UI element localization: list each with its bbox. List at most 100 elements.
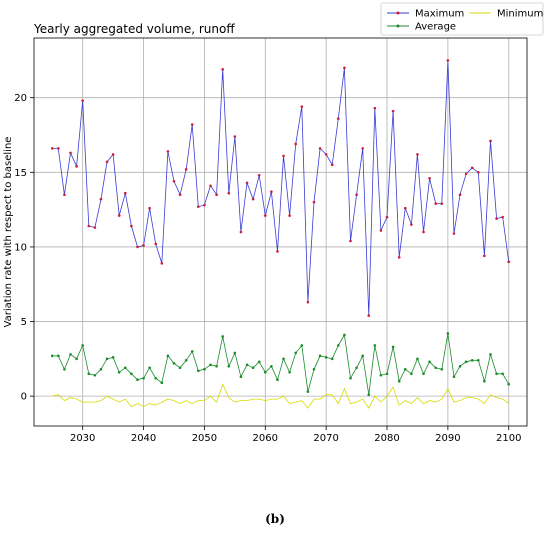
x-tick-label: 2050 bbox=[192, 433, 217, 444]
data-point-maximum bbox=[257, 173, 261, 177]
data-point-maximum bbox=[178, 193, 182, 196]
data-point-average bbox=[257, 360, 261, 364]
data-point-maximum bbox=[489, 139, 492, 143]
x-tick-label: 2100 bbox=[496, 433, 521, 444]
data-point-maximum bbox=[105, 160, 109, 164]
data-point-maximum bbox=[227, 191, 231, 195]
data-point-average bbox=[105, 357, 109, 361]
data-point-maximum bbox=[300, 105, 304, 108]
data-point-average bbox=[483, 379, 486, 383]
data-point-average bbox=[355, 366, 358, 370]
data-point-maximum bbox=[57, 147, 60, 150]
data-point-maximum bbox=[282, 154, 285, 158]
y-tick-label: 20 bbox=[14, 93, 27, 104]
data-point-average bbox=[422, 372, 425, 376]
series-line-maximum bbox=[52, 60, 510, 316]
x-tick-label: 2030 bbox=[70, 433, 95, 444]
data-point-average bbox=[489, 353, 492, 356]
data-point-average bbox=[379, 373, 383, 377]
data-point-maximum bbox=[270, 190, 273, 194]
y-tick-label: 0 bbox=[21, 392, 27, 403]
data-point-average bbox=[111, 356, 115, 359]
data-point-maximum bbox=[403, 206, 407, 210]
x-tick-label: 2040 bbox=[131, 433, 156, 444]
data-point-average bbox=[245, 363, 249, 367]
legend-marker-maximum bbox=[396, 11, 400, 15]
x-tick-label: 2090 bbox=[435, 433, 460, 444]
data-point-average bbox=[148, 366, 151, 370]
data-point-maximum bbox=[288, 214, 291, 217]
data-point-average bbox=[75, 357, 78, 361]
legend-label-minimum: Minimum bbox=[497, 9, 543, 20]
data-point-maximum bbox=[99, 197, 103, 201]
data-point-maximum bbox=[367, 314, 371, 317]
data-point-average bbox=[166, 354, 170, 358]
data-point-average bbox=[282, 357, 285, 361]
data-point-maximum bbox=[81, 99, 84, 102]
data-point-average bbox=[221, 335, 224, 338]
data-point-maximum bbox=[87, 224, 91, 228]
data-point-maximum bbox=[458, 193, 462, 196]
data-point-average bbox=[477, 359, 480, 362]
data-point-average bbox=[57, 354, 60, 358]
data-point-average bbox=[306, 390, 310, 393]
data-point-average bbox=[136, 378, 139, 382]
data-point-average bbox=[276, 378, 279, 382]
data-point-maximum bbox=[410, 223, 413, 226]
data-point-average bbox=[154, 376, 158, 380]
data-point-maximum bbox=[428, 176, 431, 180]
data-point-maximum bbox=[324, 153, 328, 156]
y-tick-label: 15 bbox=[14, 168, 27, 179]
data-point-maximum bbox=[385, 215, 389, 219]
data-point-maximum bbox=[416, 153, 419, 156]
legend-label-maximum: Maximum bbox=[415, 9, 464, 20]
data-point-average bbox=[142, 376, 145, 380]
data-point-maximum bbox=[434, 202, 438, 205]
data-point-maximum bbox=[209, 184, 212, 188]
data-point-maximum bbox=[312, 200, 316, 204]
data-point-maximum bbox=[361, 147, 364, 150]
data-point-maximum bbox=[464, 172, 468, 176]
data-point-maximum bbox=[197, 205, 200, 208]
data-point-average bbox=[343, 333, 346, 337]
data-point-average bbox=[391, 345, 395, 349]
data-point-maximum bbox=[379, 229, 383, 232]
data-point-average bbox=[117, 370, 121, 374]
data-point-maximum bbox=[276, 250, 279, 253]
data-point-average bbox=[215, 365, 218, 368]
data-point-average bbox=[270, 365, 273, 368]
data-point-maximum bbox=[422, 230, 425, 234]
data-point-average bbox=[190, 350, 194, 353]
data-point-average bbox=[99, 367, 103, 371]
data-point-maximum bbox=[111, 153, 115, 156]
data-point-average bbox=[130, 372, 133, 376]
data-point-average bbox=[160, 381, 164, 385]
data-point-average bbox=[87, 372, 91, 376]
data-point-average bbox=[209, 363, 212, 367]
data-point-average bbox=[239, 375, 243, 379]
data-point-maximum bbox=[495, 217, 498, 220]
data-point-average bbox=[507, 382, 511, 386]
y-tick-label: 5 bbox=[21, 317, 27, 328]
data-point-average bbox=[123, 366, 127, 370]
data-point-maximum bbox=[233, 135, 237, 138]
data-point-average bbox=[385, 372, 389, 376]
legend-label-average: Average bbox=[415, 22, 456, 33]
data-point-maximum bbox=[318, 147, 322, 150]
data-point-average bbox=[288, 370, 291, 374]
data-point-maximum bbox=[148, 206, 151, 210]
data-point-average bbox=[416, 357, 419, 361]
plot-frame bbox=[33, 37, 528, 427]
data-point-average bbox=[410, 372, 413, 376]
data-point-maximum bbox=[263, 214, 267, 217]
data-point-maximum bbox=[142, 244, 145, 247]
data-point-maximum bbox=[184, 168, 188, 171]
data-point-maximum bbox=[477, 171, 480, 174]
figure-caption: (b) bbox=[265, 512, 285, 526]
legend-marker-average bbox=[396, 24, 400, 28]
data-point-maximum bbox=[501, 215, 504, 219]
data-point-average bbox=[172, 362, 176, 365]
data-point-maximum bbox=[93, 226, 97, 229]
data-point-maximum bbox=[136, 245, 139, 249]
